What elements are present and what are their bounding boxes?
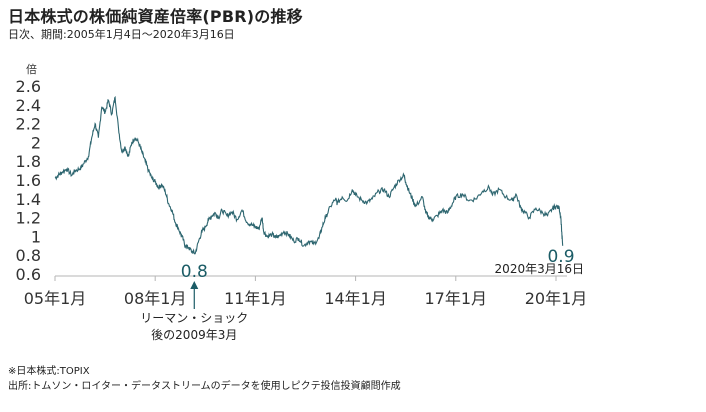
y-tick-label: 2.4 (16, 96, 41, 115)
y-tick-label: 1.2 (16, 209, 41, 228)
lehman-arrow-head (190, 281, 199, 289)
min-value-label: 0.8 (181, 262, 208, 282)
pbr-series-line (54, 95, 564, 255)
y-axis: 2.62.42.221.81.61.41.210.80.6 (16, 77, 41, 284)
note-data-source: 出所:トムソン・ロイター・データストリームのデータを使用しピクテ投信投資顧問作成 (8, 381, 401, 392)
x-tick-label: 14年1月 (324, 289, 387, 308)
y-tick-label: 1.8 (16, 152, 41, 171)
lehman-label-line2: 後の2009年3月 (151, 328, 237, 342)
series-group (54, 95, 564, 255)
x-tick-label: 17年1月 (425, 289, 488, 308)
y-tick-label: 2.6 (16, 77, 41, 96)
lehman-label-line1: リーマン・ショック (140, 311, 248, 325)
y-tick-label: 2 (31, 133, 41, 152)
x-axis: 05年1月 08年1月 11年1月 14年1月 17年1月 20年1月 (24, 275, 588, 308)
chart-subtitle: 日次、期間:2005年1月4日～2020年3月16日 (8, 28, 235, 41)
latest-value-label: 0.9 (547, 247, 574, 267)
chart-title: 日本株式の株価純資産倍率(PBR)の推移 (8, 7, 303, 26)
y-tick-label: 0.8 (16, 246, 41, 265)
x-tick-label: 05年1月 (24, 289, 87, 308)
y-axis-unit-label: 倍 (26, 62, 37, 76)
y-tick-label: 1 (31, 227, 41, 246)
y-tick-label: 1.6 (16, 171, 41, 190)
x-tick-label: 11年1月 (224, 289, 287, 308)
y-tick-label: 1.4 (16, 190, 41, 209)
y-tick-label: 2.2 (16, 115, 41, 134)
note-source-index: ※日本株式:TOPIX (8, 366, 90, 377)
y-tick-label: 0.6 (16, 265, 41, 284)
latest-date-label: 2020年3月16日 (495, 262, 584, 276)
x-tick-label: 20年1月 (525, 289, 588, 308)
x-tick-label: 08年1月 (124, 289, 187, 308)
